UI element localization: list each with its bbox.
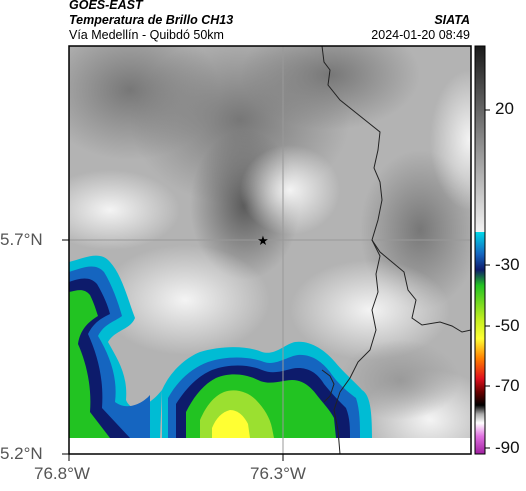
lat-tick-label: 5.2°N [0,444,43,463]
satellite-name: GOES-EAST [69,0,143,12]
department-border [321,46,471,333]
department-border-south [333,239,381,454]
colorbar-tick-label: -30 [495,255,520,274]
lon-tick-label: 76.8°W [34,464,90,483]
colorbar [474,45,490,455]
timestamp: 2024-01-20 08:49 [371,28,470,42]
map-frame [68,45,472,455]
colorbar-tick-label: 20 [495,99,514,118]
map-image: ★ [69,46,471,454]
lat-tick-label: 5.7°N [0,230,43,249]
product-title: Temperatura de Brillo CH13 [69,13,234,27]
colorbar-tick-label: -90 [495,438,520,457]
colorbar-tick-label: -50 [495,316,520,335]
colorbar-tick-label: -70 [495,376,520,395]
organization-label: SIATA [434,13,470,27]
star-icon: ★ [257,234,269,249]
region-label: Vía Medellín - Quibdó 50km [69,28,224,42]
river-line [321,369,335,403]
lon-tick-label: 76.3°W [250,464,306,483]
